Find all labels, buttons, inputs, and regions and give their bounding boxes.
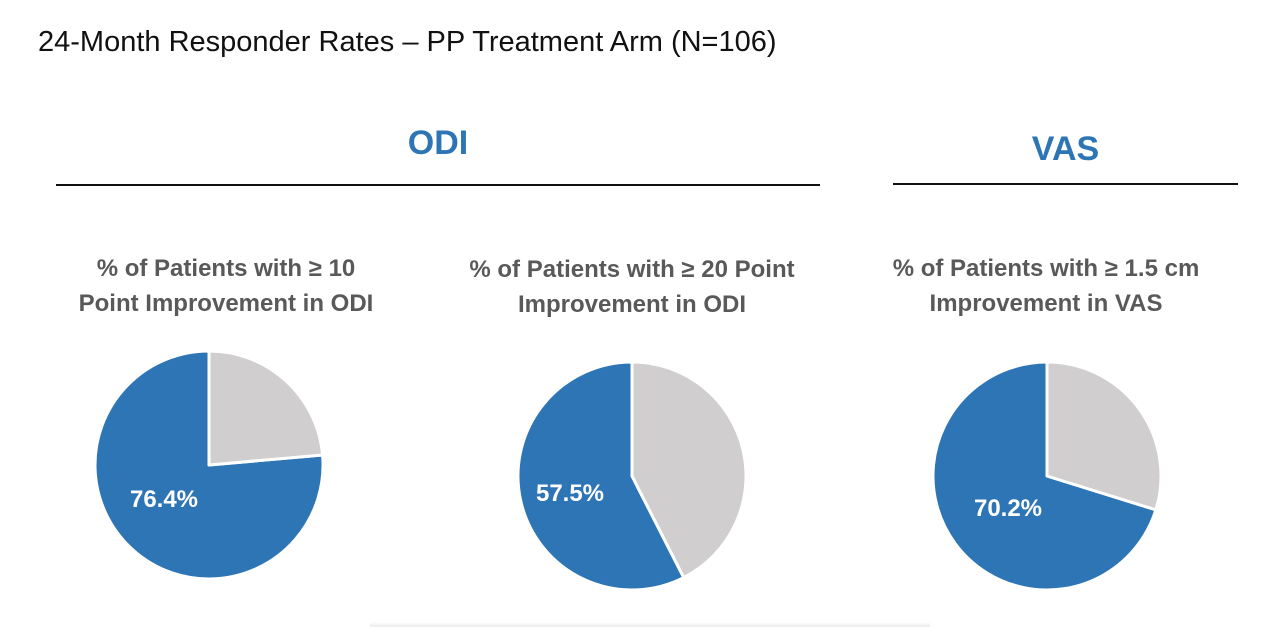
chart-title-line: % of Patients with ≥ 20 Point [469, 256, 795, 283]
pie-data-label-vas: 70.2% [974, 495, 1042, 522]
pie-slice-remainder-odi-20 [630, 360, 748, 580]
pie-data-label-odi-20: 57.5% [536, 480, 604, 507]
pie-chart-vas: 70.2% [931, 360, 1163, 592]
pie-data-label-odi-10: 76.4% [130, 486, 198, 513]
chart-title-odi-20: % of Patients with ≥ 20 Point Improvemen… [432, 252, 832, 322]
slide-title: 24-Month Responder Rates – PP Treatment … [38, 26, 777, 58]
chart-title-vas: % of Patients with ≥ 1.5 cm Improvement … [846, 251, 1246, 321]
chart-title-line: Improvement in VAS [929, 290, 1163, 317]
pie-slice-responders-odi-20 [516, 360, 686, 592]
pie-slice-responders-vas [931, 360, 1158, 592]
pie-chart-odi-10: 76.4% [93, 349, 325, 581]
chart-title-line: Improvement in ODI [517, 291, 747, 318]
odi-divider [56, 184, 820, 186]
pie-slice-remainder-vas [1045, 360, 1163, 512]
chart-title-line: % of Patients with ≥ 10 [96, 255, 356, 282]
odi-group-title: ODI [407, 124, 469, 162]
pie-slice-responders-odi-10 [93, 349, 325, 581]
chart-title-line: % of Patients with ≥ 1.5 cm [892, 255, 1200, 282]
bottom-shadow [370, 622, 930, 627]
pie-slice-remainder-odi-10 [207, 349, 325, 467]
vas-group-title: VAS [1031, 130, 1100, 168]
vas-divider [893, 183, 1238, 185]
chart-title-line: Point Improvement in ODI [78, 290, 374, 317]
pie-chart-odi-20: 57.5% [516, 360, 748, 592]
chart-title-odi-10: % of Patients with ≥ 10 Point Improvemen… [26, 251, 426, 321]
